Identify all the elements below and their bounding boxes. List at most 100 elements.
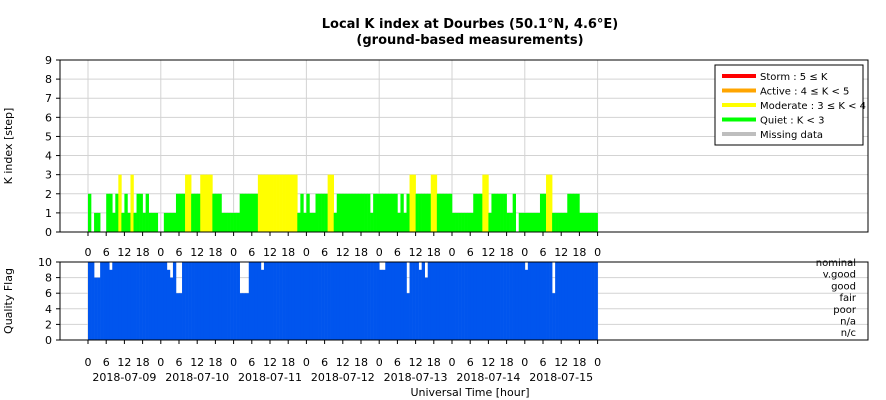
k-index-bar [200, 174, 204, 232]
k-index-bar [458, 212, 462, 232]
k-index-bar [151, 212, 156, 232]
k-index-bar [479, 193, 483, 232]
legend-label: Moderate : 3 ≤ K < 4 [760, 101, 866, 112]
k-index-bar [485, 174, 489, 232]
quality-bar [306, 262, 310, 340]
quality-bar [467, 262, 471, 340]
k-index-bar [239, 193, 243, 232]
legend-label: Storm : 5 ≤ K [760, 72, 828, 83]
quality-bar [439, 262, 444, 340]
k-index-bar [424, 193, 429, 232]
quality-bar [473, 262, 477, 340]
k-index-bar [182, 193, 186, 232]
quality-bar [536, 262, 541, 340]
k-index-bar [491, 193, 495, 232]
quality-bar [88, 262, 92, 340]
quality-bar [297, 262, 301, 340]
quality-bar [248, 262, 253, 340]
quality-bar [567, 262, 571, 340]
k-index-bar [570, 193, 574, 232]
k-index-bar [191, 193, 195, 232]
k-index-bar [172, 212, 177, 232]
quality-bar [142, 262, 146, 340]
quality-x-tick-label: 18 [427, 356, 441, 369]
quality-bar [209, 262, 213, 340]
k-index-bar [503, 193, 507, 232]
k-index-bar [394, 193, 398, 232]
k-index-bar [97, 212, 101, 232]
k-index-bar [521, 212, 526, 232]
quality-x-tick-label: 12 [117, 356, 131, 369]
quality-x-tick-label: 12 [554, 356, 568, 369]
quality-bar [279, 262, 283, 340]
quality-x-tick-label: 0 [521, 356, 528, 369]
quality-bar [521, 262, 526, 340]
quality-x-tick-label: 6 [540, 356, 547, 369]
k-index-bar [212, 193, 216, 232]
k-index-bar [579, 212, 583, 232]
quality-x-tick-label: 6 [103, 356, 110, 369]
k-index-bar [318, 193, 322, 232]
k-index-x-tick-label: 12 [190, 246, 204, 259]
k-index-bar [251, 193, 256, 232]
k-index-bar [533, 212, 538, 232]
quality-bar [364, 262, 368, 340]
k-index-bar [427, 193, 432, 232]
k-index-bar [188, 174, 192, 232]
date-label: 2018-07-15 [529, 371, 593, 384]
quality-bar [503, 262, 507, 340]
quality-bar [291, 262, 295, 340]
k-index-bar [482, 174, 486, 232]
quality-bar [321, 262, 325, 340]
quality-bar [206, 262, 210, 340]
quality-bar [191, 262, 195, 340]
quality-bar [357, 262, 362, 340]
k-index-x-tick-label: 0 [449, 246, 456, 259]
k-index-bar [124, 193, 128, 232]
quality-bar [169, 277, 174, 340]
k-index-bar [412, 174, 416, 232]
quality-bar [151, 262, 156, 340]
quality-y-tick-label: 0 [45, 334, 52, 347]
k-index-bar [233, 212, 237, 232]
quality-bar [555, 262, 559, 340]
quality-bar [509, 262, 513, 340]
quality-bar [427, 262, 432, 340]
k-index-x-tick-label: 12 [481, 246, 495, 259]
quality-bar [361, 262, 365, 340]
k-index-bar [88, 193, 92, 232]
quality-bar [543, 262, 547, 340]
k-index-bar [530, 212, 535, 232]
quality-bar [494, 262, 498, 340]
k-index-bar [582, 212, 586, 232]
k-index-bar [163, 212, 168, 232]
quality-x-tick-label: 0 [157, 356, 164, 369]
k-index-bar [558, 212, 562, 232]
quality-bar [418, 269, 422, 340]
quality-bar [527, 262, 532, 340]
k-index-bar [142, 212, 146, 232]
k-index-bar [309, 212, 313, 232]
quality-bar [127, 262, 131, 340]
k-index-bar [330, 174, 334, 232]
k-index-bar [333, 212, 338, 232]
quality-bar [257, 262, 262, 340]
k-index-bar [248, 193, 253, 232]
k-index-bar [497, 193, 501, 232]
k-index-bar [121, 212, 125, 232]
k-index-bar [518, 212, 523, 232]
k-index-bar [436, 193, 441, 232]
k-index-x-tick-label: 6 [321, 246, 328, 259]
k-index-plot-frame [59, 59, 869, 233]
k-index-x-tick-label: 0 [521, 246, 528, 259]
quality-category-label: v.good [823, 270, 856, 281]
k-index-bar [585, 212, 589, 232]
chart-title-line2: (ground-based measurements) [356, 33, 583, 48]
quality-bar [172, 262, 177, 340]
k-index-x-tick-label: 0 [594, 246, 601, 259]
quality-category-label: nominal [816, 258, 856, 269]
k-index-bar [300, 193, 304, 232]
k-index-bar [473, 193, 477, 232]
k-index-x-tick-label: 12 [117, 246, 131, 259]
quality-bar [139, 262, 143, 340]
